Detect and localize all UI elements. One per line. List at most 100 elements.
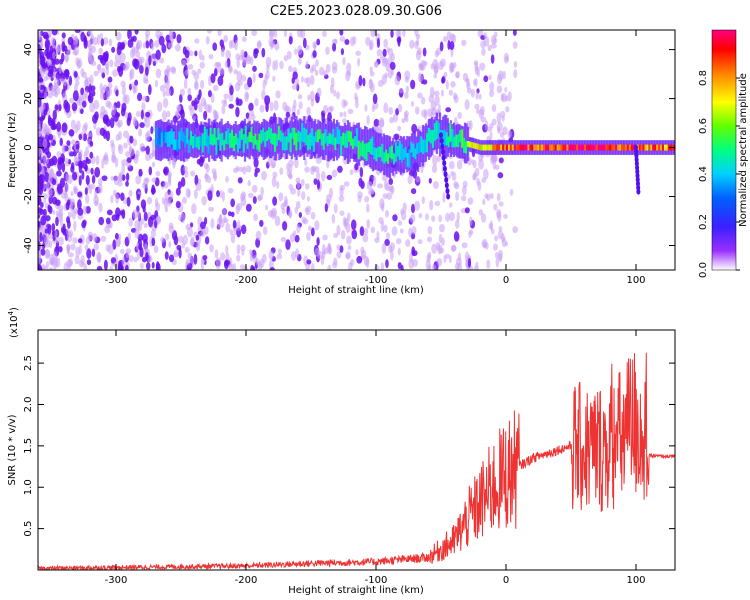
noise-speckle (56, 151, 62, 158)
noise-speckle (54, 230, 58, 239)
ridge-core (506, 144, 508, 151)
noise-speckle (298, 211, 303, 218)
noise-speckle (208, 53, 214, 60)
noise-speckle (314, 69, 319, 76)
spectrogram-y-label: Frequency (Hz) (7, 112, 18, 188)
noise-speckle (261, 89, 266, 101)
noise-speckle (385, 182, 391, 192)
noise-speckle (351, 229, 358, 240)
noise-speckle (297, 57, 302, 65)
ridge-core (539, 144, 542, 151)
ridge-core (266, 130, 269, 142)
noise-speckle (404, 76, 410, 83)
noise-speckle (125, 264, 129, 270)
noise-speckle (304, 158, 308, 167)
noise-speckle (343, 181, 350, 187)
noise-speckle (414, 106, 420, 115)
noise-speckle (414, 30, 419, 37)
noise-speckle (446, 31, 452, 41)
noise-speckle (204, 236, 210, 245)
noise-speckle (205, 35, 210, 45)
noise-speckle (164, 251, 169, 260)
noise-speckle (44, 124, 50, 136)
noise-speckle (464, 99, 470, 110)
noise-speckle (112, 69, 118, 77)
noise-speckle (52, 260, 58, 270)
noise-speckle (306, 106, 311, 116)
ridge-core (615, 144, 618, 151)
noise-speckle (445, 107, 452, 113)
noise-speckle (67, 211, 73, 218)
noise-speckle (197, 68, 202, 74)
ridge-core (357, 140, 360, 160)
noise-speckle (414, 40, 419, 50)
noise-speckle (362, 77, 366, 87)
ridge-core (342, 132, 345, 146)
noise-speckle (98, 216, 105, 226)
noise-speckle (298, 101, 303, 110)
noise-speckle (155, 49, 161, 60)
noise-speckle (436, 47, 442, 56)
ridge-core (513, 144, 516, 151)
noise-speckle (296, 180, 301, 189)
ridge-core (667, 144, 670, 151)
ridge-core (662, 144, 664, 151)
noise-speckle (212, 173, 217, 180)
noise-speckle (349, 169, 354, 176)
noise-speckle (372, 175, 377, 187)
noise-speckle (147, 84, 152, 96)
noise-speckle (145, 111, 151, 118)
noise-speckle (166, 110, 171, 118)
noise-speckle (58, 58, 64, 65)
noise-speckle (127, 112, 132, 122)
noise-speckle (348, 262, 353, 270)
ridge-core (369, 138, 372, 155)
noise-speckle (124, 94, 130, 105)
noise-speckle (454, 219, 460, 229)
noise-speckle (114, 52, 121, 63)
noise-speckle (139, 56, 145, 64)
noise-speckle (210, 218, 215, 229)
noise-speckle (105, 217, 111, 225)
ridge-core (217, 128, 220, 140)
noise-speckle (184, 246, 190, 253)
noise-speckle (448, 160, 455, 170)
noise-speckle (200, 259, 205, 270)
noise-speckle (135, 111, 142, 118)
noise-speckle (159, 57, 165, 64)
noise-speckle (489, 123, 494, 129)
noise-speckle (51, 222, 56, 232)
noise-speckle (109, 59, 114, 68)
noise-speckle (496, 208, 502, 219)
noise-speckle (279, 167, 284, 176)
noise-speckle (364, 227, 369, 235)
noise-speckle (118, 144, 122, 151)
noise-speckle (368, 79, 374, 90)
ridge-core (400, 144, 403, 163)
noise-speckle (400, 264, 404, 270)
noise-speckle (377, 183, 384, 189)
noise-speckle (142, 42, 147, 49)
ridge-core (344, 133, 347, 148)
noise-speckle (310, 211, 316, 220)
noise-speckle (456, 211, 460, 222)
noise-speckle (483, 36, 490, 47)
noise-speckle (395, 30, 401, 38)
noise-speckle (121, 85, 126, 96)
ridge-core (447, 136, 450, 148)
noise-speckle (288, 183, 294, 191)
noise-speckle (313, 42, 317, 51)
ridge-core (287, 128, 290, 143)
noise-speckle (392, 113, 398, 123)
noise-speckle (359, 226, 365, 237)
noise-speckle (363, 255, 369, 266)
ridge-core (574, 144, 577, 151)
ridge-core (545, 144, 547, 151)
ridge-core (570, 144, 573, 151)
noise-speckle (96, 265, 103, 270)
noise-speckle (158, 35, 165, 46)
ridge-core (273, 133, 276, 152)
noise-speckle (83, 38, 88, 49)
ridge-core (238, 130, 241, 149)
noise-speckle (55, 199, 61, 206)
